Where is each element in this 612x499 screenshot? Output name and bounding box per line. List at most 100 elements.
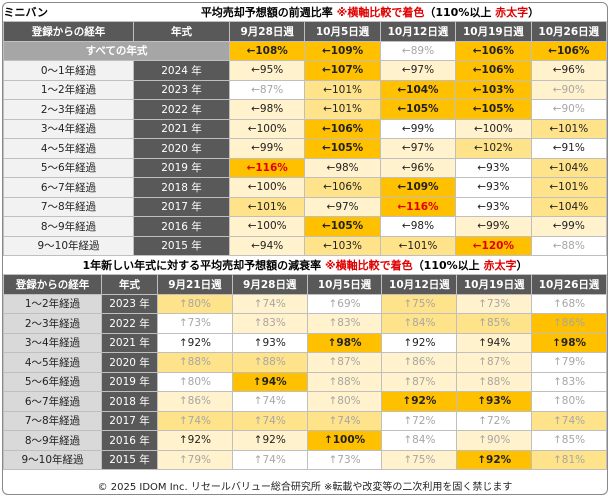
year-label: 2023 年 xyxy=(133,79,230,100)
column-header: 9月21日週 xyxy=(157,274,233,295)
data-row: 5～6年経過 2019 年 ←116% ←98% ←96% ←93% ←104% xyxy=(3,157,607,178)
value-cell: ←96% xyxy=(379,157,457,178)
column-header: 10月26日週 xyxy=(530,21,607,42)
value-cell: ←94% xyxy=(228,235,306,256)
title-part: （110%以上 xyxy=(412,259,484,272)
column-header: 9月28日週 xyxy=(228,21,306,42)
column-header: 年式 xyxy=(133,21,230,42)
value-cell: ↑80% xyxy=(157,293,233,314)
value-cell: ←109% xyxy=(379,177,457,198)
weekly-ratio-table: ミニバン 平均売却予想額の前週比率 ※横軸比較で着色（110%以上 赤太字） 登録か… xyxy=(3,3,607,256)
value-cell: ←101% xyxy=(228,196,306,217)
year-label: 2019 年 xyxy=(101,371,158,392)
value-cell: ↑86% xyxy=(531,313,607,334)
value-cell: ↑93% xyxy=(456,391,533,412)
value-cell: ←101% xyxy=(530,177,607,198)
value-cell: ←101% xyxy=(304,79,381,100)
value-cell: ←87% xyxy=(228,79,306,100)
value-cell: ↑98% xyxy=(306,332,383,353)
column-header: 10月19日週 xyxy=(455,21,532,42)
value-cell: ←97% xyxy=(379,60,457,81)
data-row: 9～10年経過 2015 年 ↑79% ↑74% ↑73% ↑75% ↑92% ↑81% xyxy=(3,449,607,470)
value-cell: ←88% xyxy=(530,235,607,256)
value-cell: ↑87% xyxy=(456,352,533,373)
value-cell: ↑84% xyxy=(381,430,458,451)
age-label: 0～1年経過 xyxy=(3,60,134,81)
age-label: 1～2年経過 xyxy=(3,293,102,314)
value-cell: ←99% xyxy=(379,118,457,139)
value-cell: ↑73% xyxy=(456,293,533,314)
column-header: 10月5日週 xyxy=(306,274,383,295)
data-row: 8～9年経過 2016 年 ↑92% ↑92% ↑100% ↑84% ↑90% ↑85% xyxy=(3,430,607,451)
title-part: 1年新しい年式に対する平均売却予想額の減衰率 xyxy=(82,259,325,272)
data-row: 4～5年経過 2020 年 ←99% ←105% ←97% ←102% ←91% xyxy=(3,138,607,159)
all-years-row: すべての年式 ←108% ←109% ←89% ←106% ←106% xyxy=(3,40,607,61)
data-row: 7～8年経過 2017 年 ←101% ←97% ←116% ←93% ←104% xyxy=(3,196,607,217)
year-label: 2020 年 xyxy=(133,138,230,159)
age-label: 4～5年経過 xyxy=(3,352,102,373)
value-cell: ↑92% xyxy=(157,332,233,353)
decay-rate-table: 1年新しい年式に対する平均売却予想額の減衰率 ※横軸比較で着色（110%以上 赤… xyxy=(3,256,607,470)
value-cell: ←93% xyxy=(455,157,532,178)
value-cell: ↑94% xyxy=(231,371,308,392)
column-header: 9月28日週 xyxy=(231,274,308,295)
data-row: 6～7年経過 2018 年 ↑86% ↑74% ↑80% ↑92% ↑93% ↑80% xyxy=(3,391,607,412)
value-cell: ←97% xyxy=(304,196,381,217)
value-cell: ←101% xyxy=(379,235,457,256)
value-cell: ←99% xyxy=(455,216,532,237)
age-label: 8～9年経過 xyxy=(3,430,102,451)
value-cell: ↑72% xyxy=(381,410,458,431)
age-label: 2～3年経過 xyxy=(3,99,134,120)
value-cell: ←105% xyxy=(379,99,457,120)
title: 1年新しい年式に対する平均売却予想額の減衰率 ※横軸比較で着色（110%以上 赤… xyxy=(4,256,607,275)
value-cell: ↑75% xyxy=(381,449,458,470)
value-cell: ↑86% xyxy=(157,391,233,412)
year-label: 2015 年 xyxy=(133,235,230,256)
year-label: 2022 年 xyxy=(101,313,158,334)
value-cell: ↑92% xyxy=(157,430,233,451)
value-cell: ↑88% xyxy=(456,371,533,392)
year-label: 2018 年 xyxy=(133,177,230,198)
value-cell: ↑98% xyxy=(531,332,607,353)
value-cell: ←104% xyxy=(530,196,607,217)
year-label: 2024 年 xyxy=(133,60,230,81)
value-cell: ←99% xyxy=(530,216,607,237)
age-label: 8～9年経過 xyxy=(3,216,134,237)
value-cell: ↑72% xyxy=(456,410,533,431)
age-label: 5～6年経過 xyxy=(3,157,134,178)
title-part: 赤太字 xyxy=(483,259,517,272)
title-part: ※横軸比較で着色 xyxy=(324,259,413,272)
value-cell: ↑79% xyxy=(531,352,607,373)
value-cell: ↑86% xyxy=(381,352,458,373)
value-cell: ←95% xyxy=(228,60,306,81)
age-label: 2～3年経過 xyxy=(3,313,102,334)
value-cell: ↑79% xyxy=(157,449,233,470)
age-label: 7～8年経過 xyxy=(3,196,134,217)
value-cell: ↑81% xyxy=(531,449,607,470)
value-cell: ↑88% xyxy=(231,352,308,373)
column-header: 10月5日週 xyxy=(304,21,381,42)
value-cell: ↑94% xyxy=(456,332,533,353)
value-cell: ←109% xyxy=(304,40,381,61)
value-cell: ←103% xyxy=(304,235,381,256)
value-cell: ←98% xyxy=(379,216,457,237)
title-part: ※横軸比較で着色 xyxy=(336,6,425,19)
value-cell: ↑69% xyxy=(306,293,383,314)
title-part: 赤太字 xyxy=(495,6,529,19)
data-row: 9～10年経過 2015 年 ←94% ←103% ←101% ←120% ←88% xyxy=(3,235,607,256)
value-cell: ←101% xyxy=(530,118,607,139)
value-cell: ←106% xyxy=(304,118,381,139)
header-row: 登録からの経年 年式 9月28日週 10月5日週 10月12日週 10月19日週 10月26… xyxy=(3,21,607,42)
value-cell: ←105% xyxy=(304,216,381,237)
column-header: 10月26日週 xyxy=(531,274,607,295)
value-cell: ↑90% xyxy=(456,430,533,451)
value-cell: ←103% xyxy=(455,79,532,100)
value-cell: ↑83% xyxy=(306,313,383,334)
data-row: 7～8年経過 2017 年 ↑74% ↑74% ↑74% ↑72% ↑72% ↑74% xyxy=(3,410,607,431)
age-label: 7～8年経過 xyxy=(3,410,102,431)
value-cell: ↑80% xyxy=(157,371,233,392)
value-cell: ←108% xyxy=(228,40,306,61)
value-cell: ←91% xyxy=(530,138,607,159)
title-part: 平均売却予想額の前週比率 xyxy=(200,6,337,19)
